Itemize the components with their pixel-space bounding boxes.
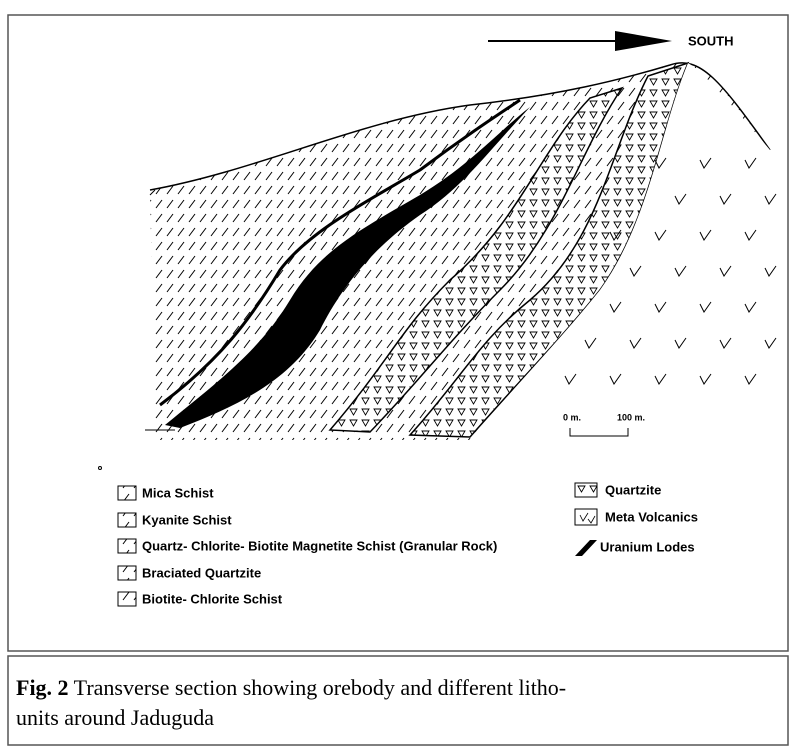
scale-start: 0 m. bbox=[563, 412, 581, 422]
legend-swatch bbox=[118, 539, 136, 553]
scale-end: 100 m. bbox=[617, 412, 645, 422]
legend-swatch bbox=[575, 483, 597, 497]
legend-swatch bbox=[118, 592, 136, 606]
legend-swatch bbox=[118, 513, 136, 527]
legend-swatch bbox=[575, 509, 597, 525]
figure: SOUTH 0 m. 100 m. Mica Schist Kyanite Sc… bbox=[0, 0, 795, 746]
legend: Mica Schist Kyanite Schist Quartz- Chlor… bbox=[118, 482, 698, 606]
caption-frame bbox=[8, 656, 788, 745]
legend-label: Braciated Quartzite bbox=[142, 565, 261, 580]
caption-text: Transverse section showing orebody and d… bbox=[74, 675, 566, 700]
legend-label: Biotite- Chlorite Schist bbox=[142, 591, 283, 606]
page: SOUTH 0 m. 100 m. Mica Schist Kyanite Sc… bbox=[0, 0, 795, 746]
legend-swatch bbox=[118, 486, 136, 500]
legend-label: Kyanite Schist bbox=[142, 512, 232, 527]
caption-line: Fig. 2 Transverse section showing orebod… bbox=[16, 675, 566, 700]
legend-label: Quartz- Chlorite- Biotite Magnetite Schi… bbox=[142, 538, 497, 553]
legend-label: Uranium Lodes bbox=[600, 539, 695, 554]
arrow-head bbox=[615, 31, 672, 51]
direction-label: SOUTH bbox=[688, 33, 734, 48]
legend-label: Meta Volcanics bbox=[605, 509, 698, 524]
caption-line: units around Jaduguda bbox=[16, 705, 214, 730]
legend-label: Quartzite bbox=[605, 482, 661, 497]
legend-label: Mica Schist bbox=[142, 485, 214, 500]
caption-label: Fig. 2 bbox=[16, 675, 69, 700]
legend-swatch bbox=[118, 566, 136, 580]
legend-swatch bbox=[575, 540, 597, 556]
